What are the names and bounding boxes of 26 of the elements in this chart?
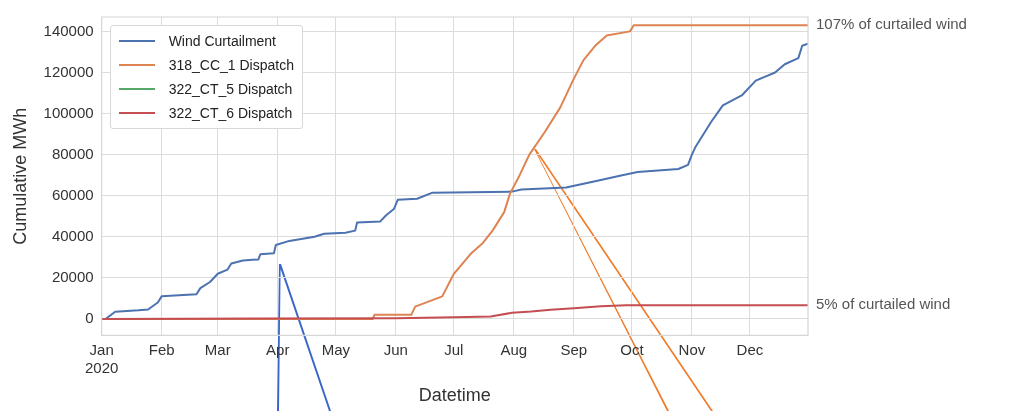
- y-tick-label: 20000: [51, 268, 94, 286]
- x-tick-label: Feb: [148, 340, 175, 358]
- annotation: 107% of curtailed wind: [816, 15, 967, 33]
- y-tick-label: 40000: [51, 226, 94, 244]
- legend-label: 322_CT_6 Dispatch: [168, 105, 293, 121]
- legend-label: 318_CC_1 Dispatch: [168, 57, 294, 73]
- y-tick-label: 80000: [51, 144, 94, 162]
- x-axis-title: Datetime: [418, 385, 491, 406]
- x-tick-label: Dec: [736, 340, 764, 358]
- y-tick-label: 60000: [51, 185, 94, 203]
- y-tick-label: 0: [85, 309, 94, 327]
- x-tick-label: Aug: [500, 340, 528, 358]
- x-tick-label: May: [321, 340, 351, 358]
- y-tick-label: 120000: [43, 62, 94, 80]
- y-tick-label: 140000: [43, 21, 94, 39]
- x-tick-label: Jun: [383, 340, 408, 358]
- legend-label: Wind Curtailment: [168, 33, 277, 49]
- x-tick-label: Nov: [678, 340, 706, 358]
- y-tick-label: 100000: [43, 103, 94, 121]
- x-tick-label: Jan 2020: [84, 340, 119, 376]
- legend-label: 322_CT_5 Dispatch: [168, 81, 293, 97]
- x-tick-label: Mar: [204, 340, 231, 358]
- y-axis-title: Cumulative MWh: [9, 107, 30, 245]
- annotation: 5% of curtailed wind: [816, 295, 951, 313]
- x-tick-label: Sep: [560, 340, 588, 358]
- x-tick-label: Jul: [444, 340, 464, 358]
